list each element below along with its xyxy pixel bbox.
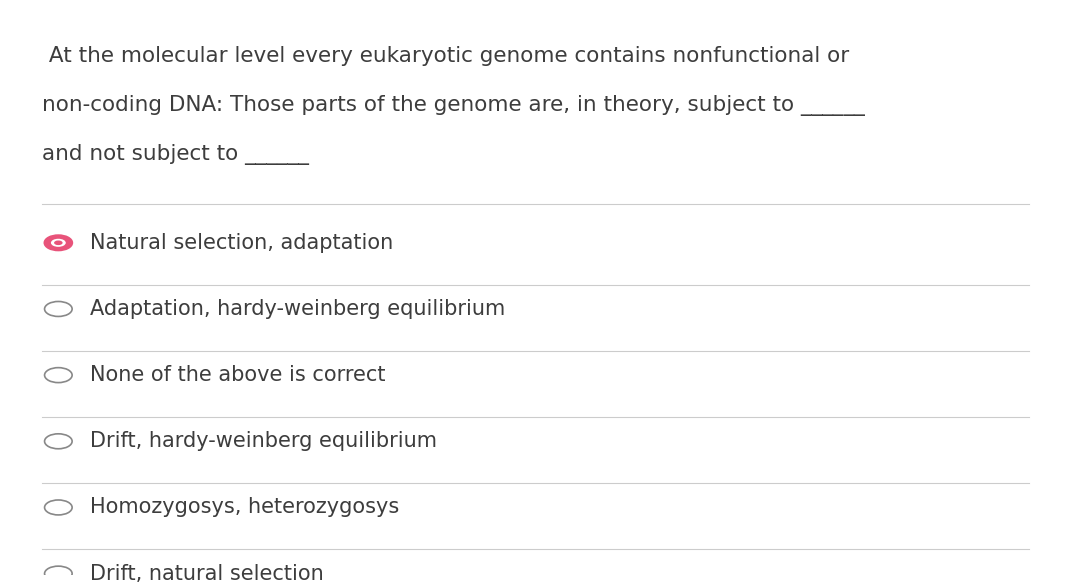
Text: non-coding DNA: Those parts of the genome are, in theory, subject to ______: non-coding DNA: Those parts of the genom… (42, 95, 865, 116)
Circle shape (54, 241, 63, 245)
Text: Drift, hardy-weinberg equilibrium: Drift, hardy-weinberg equilibrium (90, 432, 437, 451)
Circle shape (51, 239, 66, 247)
Text: Natural selection, adaptation: Natural selection, adaptation (90, 233, 393, 253)
Text: Drift, natural selection: Drift, natural selection (90, 564, 324, 583)
Text: At the molecular level every eukaryotic genome contains nonfunctional or: At the molecular level every eukaryotic … (42, 46, 850, 66)
Text: None of the above is correct: None of the above is correct (90, 365, 386, 385)
Text: and not subject to ______: and not subject to ______ (42, 144, 309, 165)
Text: Adaptation, hardy-weinberg equilibrium: Adaptation, hardy-weinberg equilibrium (90, 299, 505, 319)
Circle shape (44, 235, 72, 251)
Text: Homozygosys, heterozygosys: Homozygosys, heterozygosys (90, 498, 400, 517)
